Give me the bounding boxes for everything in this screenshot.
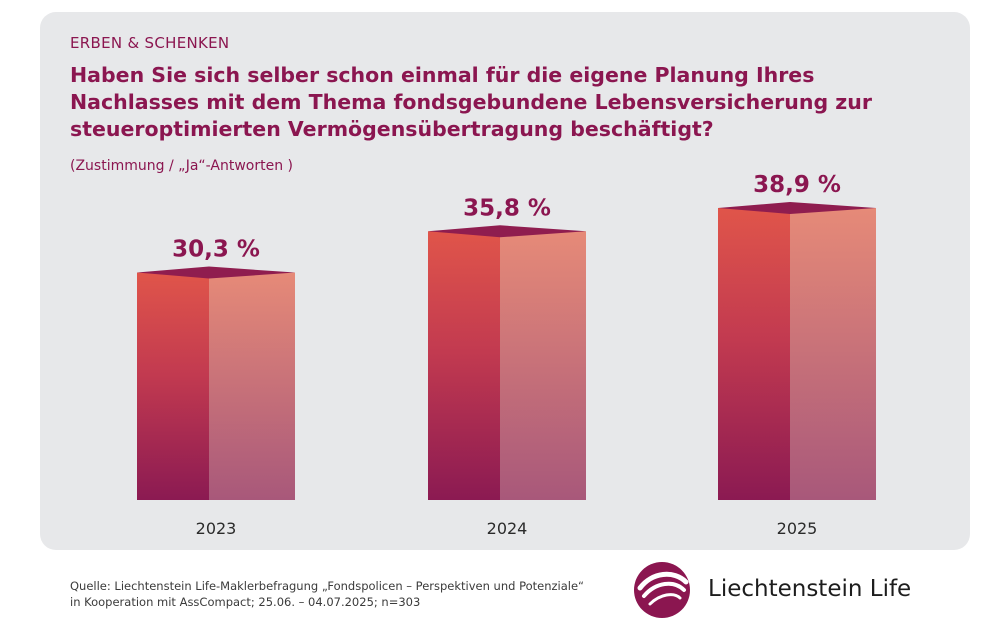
bar-front [718, 208, 790, 500]
bar-front [428, 231, 500, 500]
source-note: Quelle: Liechtenstein Life-Maklerbefragu… [70, 578, 590, 610]
category-label: 2024 [487, 519, 528, 538]
bar-side [500, 231, 586, 500]
brand-name: Liechtenstein Life [708, 576, 912, 602]
bar-side [209, 272, 295, 500]
value-label: 30,3 % [172, 237, 260, 263]
source-line-2: in Kooperation mit AssCompact; 25.06. – … [70, 595, 421, 609]
source-line-1: Quelle: Liechtenstein Life-Maklerbefragu… [70, 579, 585, 593]
category-label: 2023 [196, 519, 237, 538]
brand-logo: Liechtenstein Life [630, 560, 960, 620]
chart-title: Haben Sie sich selber schon einmal für d… [70, 63, 872, 141]
bar-2024: 35,8 % 2024 [428, 195, 586, 538]
bar-2025: 38,9 % 2025 [718, 172, 876, 538]
category-label: 2025 [777, 519, 818, 538]
chart-subtitle: (Zustimmung / „Ja“-Antworten ) [70, 158, 294, 174]
bar-front [137, 272, 209, 500]
bar-2023: 30,3 % 2023 [137, 237, 295, 538]
bar-top [137, 266, 295, 279]
value-label: 35,8 % [463, 195, 551, 221]
section-kicker: ERBEN & SCHENKEN [70, 34, 230, 52]
bar-chart: 30,3 % 2023 35,8 % 2024 38,9 % 2025 [137, 172, 876, 538]
bar-side [790, 208, 876, 500]
value-label: 38,9 % [753, 172, 841, 198]
bar-top [718, 202, 876, 214]
bar-top [428, 225, 586, 238]
logo-mark-icon [634, 562, 690, 618]
